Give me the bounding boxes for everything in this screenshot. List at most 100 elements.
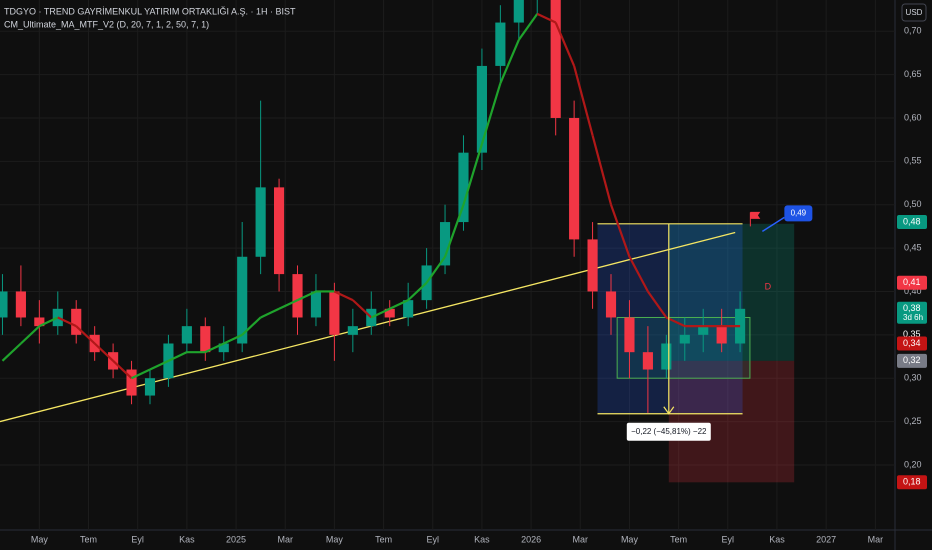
- candle-body: [403, 300, 414, 318]
- price-label-box: [897, 275, 927, 290]
- ma-segment: [93, 342, 114, 362]
- candle-body: [587, 239, 598, 292]
- x-tick-label: Tem: [375, 534, 392, 544]
- candle-body: [200, 326, 211, 353]
- x-tick-label: May: [31, 534, 49, 544]
- measure-label-box: [626, 422, 711, 441]
- ma-segment: [425, 256, 446, 284]
- candle-body: [292, 274, 303, 318]
- range-box: [616, 316, 751, 379]
- flag-icon: [749, 211, 761, 227]
- candle-body: [716, 326, 727, 344]
- ma-segment: [260, 307, 280, 319]
- ma-segment: [444, 204, 465, 258]
- x-tick-label: Tem: [80, 534, 97, 544]
- currency-button[interactable]: [901, 3, 927, 22]
- price-label-note: 3d 6h: [903, 313, 923, 322]
- candle-body: [569, 117, 580, 240]
- x-tick-label: Tem: [670, 534, 687, 544]
- x-tick-label: 2026: [521, 534, 541, 544]
- price-label: 0,38: [903, 303, 921, 313]
- candle-body: [237, 256, 248, 344]
- candle-body: [34, 317, 45, 327]
- price-label: 0,34: [903, 338, 921, 348]
- ma-segment: [407, 281, 428, 301]
- price-label-box: [897, 215, 927, 230]
- ma-segment: [297, 290, 317, 302]
- x-tick-label: Eyl: [131, 534, 144, 544]
- ma-segment: [278, 299, 298, 310]
- trendline: [0, 231, 736, 423]
- ma-segment: [536, 12, 557, 24]
- candle-body: [310, 291, 322, 318]
- ma-segment: [628, 256, 649, 292]
- y-tick-label: 0,60: [904, 112, 922, 122]
- candle-body: [144, 378, 156, 396]
- candle-body: [384, 308, 395, 318]
- y-tick-label: 0,45: [904, 242, 922, 252]
- candle-body: [181, 326, 192, 344]
- ma-segment: [149, 359, 169, 371]
- candle-body: [439, 222, 451, 266]
- candle-body: [274, 187, 285, 275]
- y-tick-label: 0,65: [904, 69, 922, 79]
- price-label-box: [897, 336, 927, 351]
- x-tick-label: May: [621, 534, 639, 544]
- callout-box: [784, 205, 813, 222]
- callout-pointer: [761, 216, 785, 233]
- price-label-box: [897, 353, 927, 368]
- ma-segment: [204, 342, 225, 354]
- plot-area: −0,22 (−45,81%) −22 0,49 D: [0, 0, 895, 530]
- price-label: 0,32: [903, 355, 921, 365]
- candle-body: [605, 291, 617, 318]
- ma-segment: [241, 316, 262, 336]
- measure-label: −0,22 (−45,81%) −22: [631, 427, 707, 436]
- ma-segment: [517, 13, 539, 41]
- ma-segment: [591, 135, 613, 205]
- chart-title: TDGYO · TREND GAYRİMENKUL YATIRIM ORTAKL…: [4, 6, 296, 16]
- y-tick-label: 0,30: [904, 373, 922, 383]
- y-tick-label: 0,25: [904, 416, 922, 426]
- ma-segment: [462, 143, 483, 206]
- candle-body: [476, 65, 487, 153]
- ma-segment: [38, 316, 59, 328]
- candle-body: [698, 326, 709, 335]
- x-tick-label: Mar: [573, 534, 589, 544]
- candle-body: [71, 308, 82, 335]
- ma-segment: [554, 22, 576, 67]
- ma-segment: [573, 65, 594, 136]
- marker-label: D: [765, 281, 772, 291]
- ma-segment: [370, 307, 391, 319]
- ma-segment: [609, 204, 631, 258]
- price-label-box: [897, 301, 927, 324]
- price-label: 0,35: [903, 329, 921, 339]
- ma-segment: [75, 325, 96, 345]
- price-label: 0,18: [903, 477, 921, 487]
- ma-segment: [352, 299, 373, 319]
- candle-body: [218, 343, 229, 353]
- x-tick-label: Kas: [179, 534, 195, 544]
- y-tick-label: 0,55: [904, 156, 922, 166]
- x-tick-label: Kas: [769, 534, 785, 544]
- ma-segment: [131, 368, 151, 380]
- ma-segment: [167, 351, 188, 362]
- ma-segment: [223, 333, 243, 345]
- candle-body: [513, 0, 524, 23]
- x-tick-label: Eyl: [722, 534, 735, 544]
- ma-segment: [499, 39, 520, 84]
- candle-body: [15, 291, 26, 318]
- candle-body: [458, 152, 469, 223]
- x-tick-label: Eyl: [426, 534, 439, 544]
- x-tick-label: 2027: [816, 534, 836, 544]
- ma-segment: [665, 316, 686, 328]
- x-tick-label: 2025: [226, 534, 246, 544]
- candle-body: [495, 22, 506, 66]
- candle-body: [0, 291, 8, 318]
- y-tick-label: 0,50: [904, 199, 922, 209]
- y-tick-label: 0,40: [904, 286, 922, 296]
- callout-label: 0,49: [791, 208, 807, 217]
- x-tick-label: Kas: [474, 534, 490, 544]
- currency-label[interactable]: USD: [906, 8, 923, 17]
- candle-body: [126, 369, 137, 396]
